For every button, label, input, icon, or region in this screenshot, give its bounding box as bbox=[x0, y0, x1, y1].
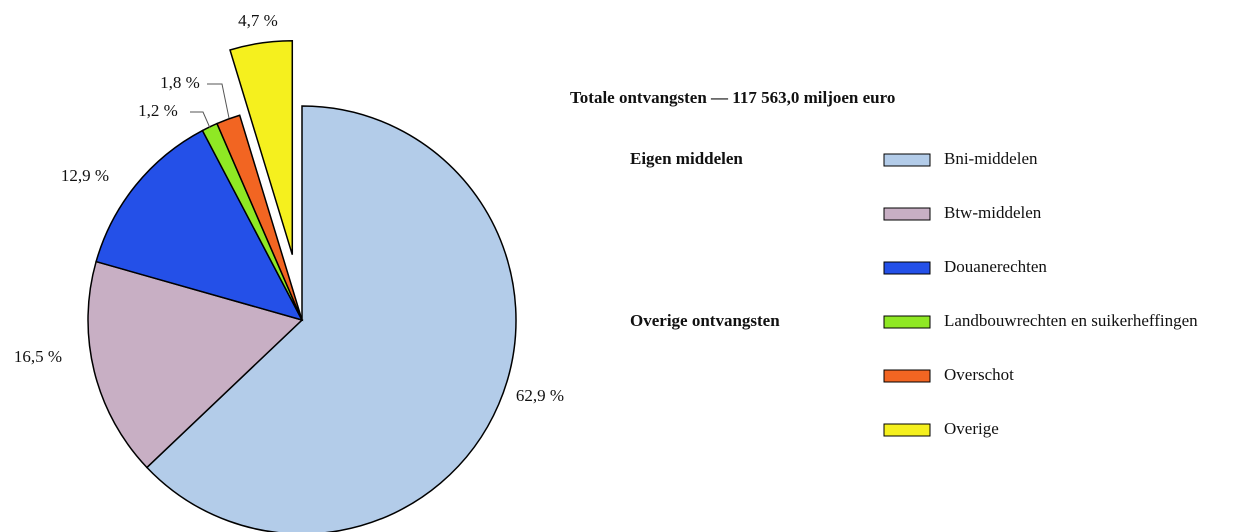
slice-label: 1,2 % bbox=[138, 101, 178, 120]
legend-swatch bbox=[883, 369, 931, 383]
slice-label: 12,9 % bbox=[61, 166, 109, 185]
slice-label: 4,7 % bbox=[238, 11, 278, 30]
legend-group: Overige ontvangsten bbox=[630, 311, 780, 330]
legend-swatch bbox=[883, 315, 931, 329]
pie-slice bbox=[216, 114, 303, 321]
pie-slice bbox=[87, 260, 304, 469]
legend-label: Btw-middelen bbox=[944, 203, 1042, 222]
legend-swatch bbox=[883, 423, 931, 437]
leader-line bbox=[190, 111, 211, 129]
pie-slice bbox=[145, 105, 517, 532]
slice-label: 62,9 % bbox=[516, 386, 564, 405]
legend-swatch bbox=[883, 261, 931, 275]
legend-label: Overschot bbox=[944, 365, 1014, 384]
pie-slice bbox=[95, 129, 304, 322]
legend-label: Douanerechten bbox=[944, 257, 1047, 276]
leader-line bbox=[207, 83, 230, 119]
slice-label: 1,8 % bbox=[160, 73, 200, 92]
legend-label: Overige bbox=[944, 419, 999, 438]
chart-title: Totale ontvangsten — 117 563,0 miljoen e… bbox=[570, 88, 895, 107]
legend-swatch bbox=[883, 153, 931, 167]
slice-label: 16,5 % bbox=[14, 347, 62, 366]
pie-slice bbox=[229, 39, 294, 255]
legend-label: Landbouwrechten en suikerheffingen bbox=[944, 311, 1198, 330]
legend-swatch bbox=[883, 207, 931, 221]
legend-label: Bni-middelen bbox=[944, 149, 1038, 168]
legend-group: Eigen middelen bbox=[630, 149, 743, 168]
